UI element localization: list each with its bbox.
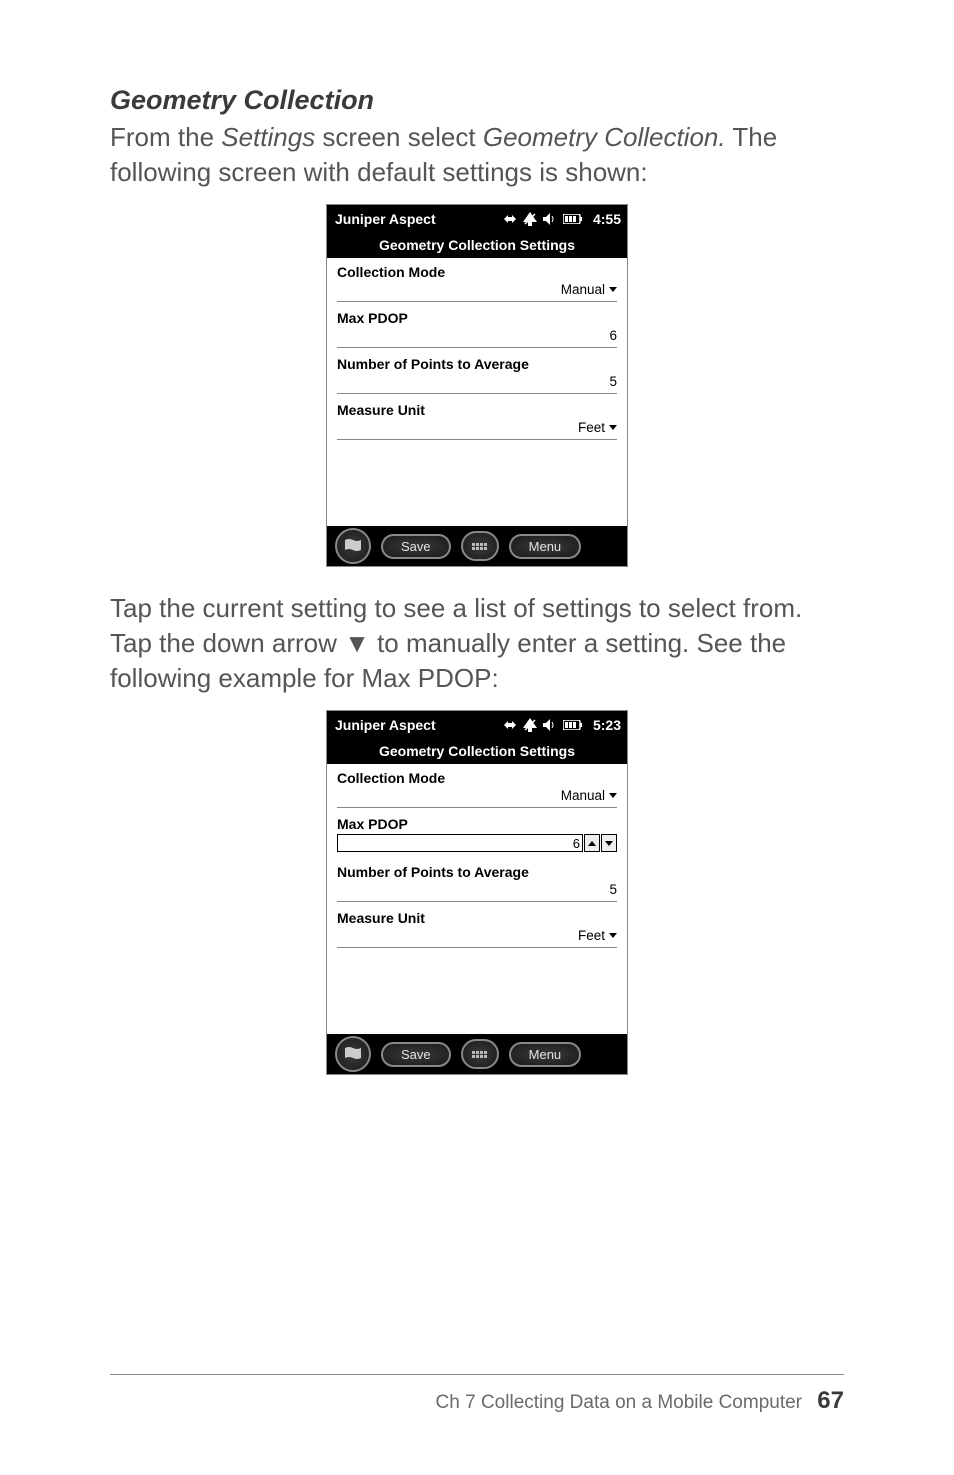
chevron-down-icon	[609, 425, 617, 430]
value-collection-mode[interactable]: Manual	[337, 282, 617, 297]
settings-list: Collection Mode Manual Max PDOP	[327, 764, 627, 1034]
label-collection-mode: Collection Mode	[337, 770, 617, 786]
menu-button[interactable]: Menu	[509, 534, 582, 559]
max-pdop-input[interactable]	[337, 834, 583, 852]
device-frame: Juniper Aspect 5:23 Geometry Collection …	[326, 710, 628, 1075]
page-number: 67	[817, 1387, 844, 1414]
para1-mid: screen select	[315, 122, 483, 152]
value-collection-mode-text: Manual	[561, 282, 605, 297]
keyboard-button[interactable]	[461, 531, 499, 561]
row-measure-unit[interactable]: Measure Unit Feet	[337, 402, 617, 440]
triangle-up-icon	[588, 841, 596, 846]
intro-paragraph-1: From the Settings screen select Geometry…	[110, 120, 844, 190]
blank-space	[337, 956, 617, 1034]
menu-button[interactable]: Menu	[509, 1042, 582, 1067]
volume-icon	[543, 719, 557, 731]
row-points-average[interactable]: Number of Points to Average 5	[337, 864, 617, 902]
row-max-pdop[interactable]: Max PDOP 6	[337, 310, 617, 348]
save-button[interactable]: Save	[381, 534, 451, 559]
step-up-button[interactable]	[584, 834, 600, 852]
value-points-average[interactable]: 5	[337, 374, 617, 389]
screen-header: Geometry Collection Settings	[327, 233, 627, 258]
value-max-pdop[interactable]: 6	[337, 328, 617, 343]
page: Geometry Collection From the Settings sc…	[0, 0, 954, 1475]
label-points-average: Number of Points to Average	[337, 356, 617, 372]
row-measure-unit[interactable]: Measure Unit Feet	[337, 910, 617, 948]
row-collection-mode[interactable]: Collection Mode Manual	[337, 770, 617, 808]
label-max-pdop: Max PDOP	[337, 816, 617, 832]
app-title: Juniper Aspect	[335, 211, 436, 227]
value-points-average-text: 5	[609, 374, 617, 389]
screenshot-2: Juniper Aspect 5:23 Geometry Collection …	[110, 710, 844, 1075]
keyboard-button[interactable]	[461, 1039, 499, 1069]
save-button[interactable]: Save	[381, 1042, 451, 1067]
value-measure-unit-text: Feet	[578, 928, 605, 943]
title-bar: Juniper Aspect 4:55	[327, 205, 627, 233]
bottom-bar: Save Menu	[327, 1034, 627, 1074]
value-collection-mode-text: Manual	[561, 788, 605, 803]
screen-header: Geometry Collection Settings	[327, 739, 627, 764]
keyboard-icon	[472, 543, 487, 550]
value-measure-unit-text: Feet	[578, 420, 605, 435]
app-title: Juniper Aspect	[335, 717, 436, 733]
screenshot-1: Juniper Aspect 4:55 Geometry Collection …	[110, 204, 844, 567]
value-collection-mode[interactable]: Manual	[337, 788, 617, 803]
connectivity-icon	[503, 719, 517, 731]
label-measure-unit: Measure Unit	[337, 910, 617, 926]
row-points-average[interactable]: Number of Points to Average 5	[337, 356, 617, 394]
para1-it1: Settings	[221, 122, 315, 152]
battery-icon	[563, 720, 583, 730]
intro-paragraph-2: Tap the current setting to see a list of…	[110, 591, 844, 696]
chevron-down-icon	[609, 793, 617, 798]
label-max-pdop: Max PDOP	[337, 310, 617, 326]
value-measure-unit[interactable]: Feet	[337, 928, 617, 943]
chevron-down-icon	[609, 287, 617, 292]
clock: 4:55	[593, 211, 621, 227]
settings-list: Collection Mode Manual Max PDOP 6 Number…	[327, 258, 627, 526]
label-points-average: Number of Points to Average	[337, 864, 617, 880]
label-collection-mode: Collection Mode	[337, 264, 617, 280]
para1-pre: From the	[110, 122, 221, 152]
keyboard-icon	[472, 1051, 487, 1058]
label-measure-unit: Measure Unit	[337, 402, 617, 418]
max-pdop-stepper	[584, 834, 617, 852]
value-points-average-text: 5	[609, 882, 617, 897]
value-measure-unit[interactable]: Feet	[337, 420, 617, 435]
volume-icon	[543, 213, 557, 225]
signal-icon	[523, 718, 537, 732]
status-icons: 5:23	[503, 717, 621, 733]
start-button[interactable]	[335, 1036, 371, 1072]
triangle-down-icon	[605, 841, 613, 846]
value-max-pdop-text: 6	[609, 328, 617, 343]
chapter-label: Ch 7 Collecting Data on a Mobile Compute…	[436, 1392, 802, 1413]
battery-icon	[563, 214, 583, 224]
connectivity-icon	[503, 213, 517, 225]
row-max-pdop[interactable]: Max PDOP	[337, 816, 617, 856]
step-down-button[interactable]	[601, 834, 617, 852]
signal-icon	[523, 212, 537, 226]
windows-flag-icon	[343, 1044, 363, 1064]
status-icons: 4:55	[503, 211, 621, 227]
blank-space	[337, 448, 617, 526]
windows-flag-icon	[343, 536, 363, 556]
clock: 5:23	[593, 717, 621, 733]
title-bar: Juniper Aspect 5:23	[327, 711, 627, 739]
bottom-bar: Save Menu	[327, 526, 627, 566]
value-points-average[interactable]: 5	[337, 882, 617, 897]
section-heading: Geometry Collection	[110, 85, 844, 116]
page-footer: Ch 7 Collecting Data on a Mobile Compute…	[110, 1374, 844, 1415]
row-collection-mode[interactable]: Collection Mode Manual	[337, 264, 617, 302]
chevron-down-icon	[609, 933, 617, 938]
start-button[interactable]	[335, 528, 371, 564]
para1-it2: Geometry Collection.	[483, 122, 726, 152]
max-pdop-editor	[337, 834, 617, 852]
device-frame: Juniper Aspect 4:55 Geometry Collection …	[326, 204, 628, 567]
